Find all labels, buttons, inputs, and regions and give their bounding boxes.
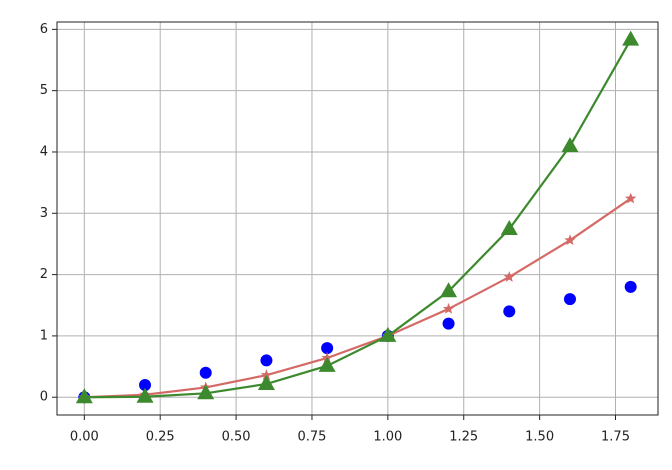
- triangle-marker: [75, 388, 93, 404]
- star-marker: [503, 271, 515, 282]
- x-tick-label: 1.00: [373, 430, 402, 445]
- y-tick-label: 2: [40, 267, 48, 282]
- star-marker: [260, 369, 273, 380]
- triangle-marker: [379, 326, 397, 342]
- x-tick-label: 1.75: [601, 430, 630, 445]
- triangle-marker: [197, 384, 215, 400]
- y-tick-label: 6: [40, 22, 48, 37]
- y-tick-label: 3: [40, 206, 48, 221]
- triangle-marker: [561, 137, 579, 153]
- y-tick-label: 5: [40, 83, 48, 98]
- series-line: [84, 39, 632, 399]
- x-tick-label: 0.25: [146, 430, 175, 445]
- star-marker: [564, 234, 576, 246]
- y-tick-label: 0: [40, 390, 48, 405]
- triangle-marker: [136, 387, 154, 403]
- star-marker: [442, 302, 455, 314]
- x-tick-label: 0.75: [297, 430, 326, 445]
- plot-frame: [56, 21, 659, 416]
- x-tick-label: 1.25: [449, 430, 478, 445]
- dot: [442, 317, 455, 330]
- dot: [503, 305, 516, 318]
- y-tick-label: 1: [40, 328, 48, 343]
- x-tick-label: 0.50: [222, 430, 251, 445]
- dot: [624, 280, 637, 293]
- triangle-marker: [500, 219, 518, 235]
- dot: [321, 342, 334, 355]
- triangle-marker: [440, 282, 458, 298]
- triangle-marker: [257, 374, 275, 390]
- x-tick-label: 0.00: [70, 430, 99, 445]
- series-line: [84, 197, 632, 399]
- star-marker: [625, 192, 637, 204]
- triangle-marker: [318, 356, 336, 372]
- dot: [260, 354, 273, 367]
- dot: [563, 293, 576, 306]
- dot: [199, 366, 212, 379]
- y-tick-label: 4: [40, 144, 48, 159]
- dot: [139, 378, 152, 391]
- triangle-marker: [622, 30, 640, 46]
- x-tick-label: 1.50: [525, 430, 554, 445]
